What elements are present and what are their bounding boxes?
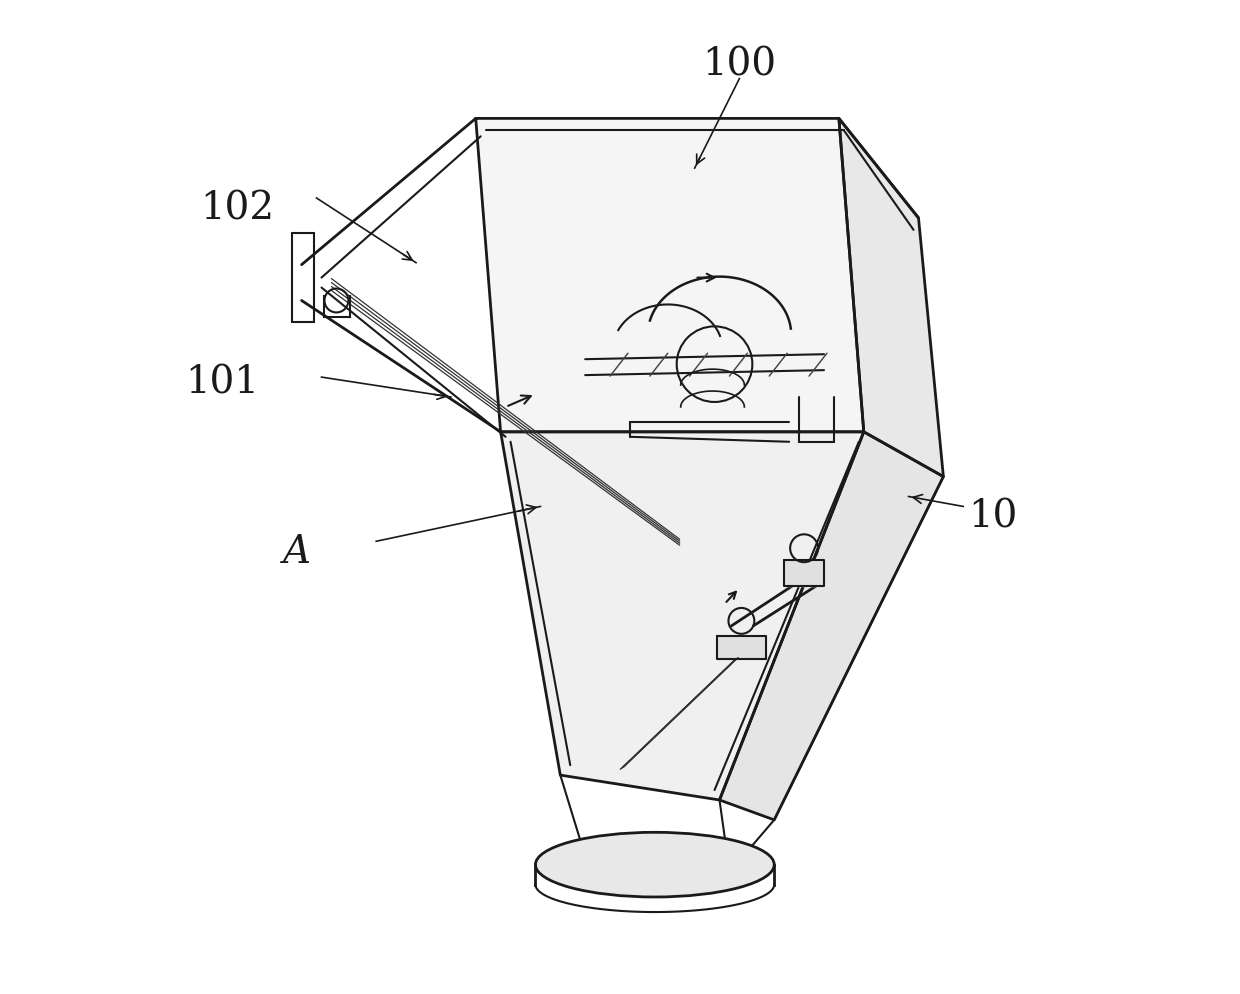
Polygon shape [717, 636, 766, 659]
Polygon shape [719, 432, 944, 820]
Text: 100: 100 [702, 46, 776, 83]
Polygon shape [501, 432, 864, 800]
Text: A: A [283, 533, 311, 571]
Text: 10: 10 [968, 498, 1018, 536]
Ellipse shape [536, 833, 774, 897]
Text: 101: 101 [185, 364, 259, 402]
Polygon shape [839, 119, 944, 477]
Polygon shape [476, 119, 864, 432]
Text: 102: 102 [200, 190, 274, 228]
Polygon shape [784, 561, 823, 586]
